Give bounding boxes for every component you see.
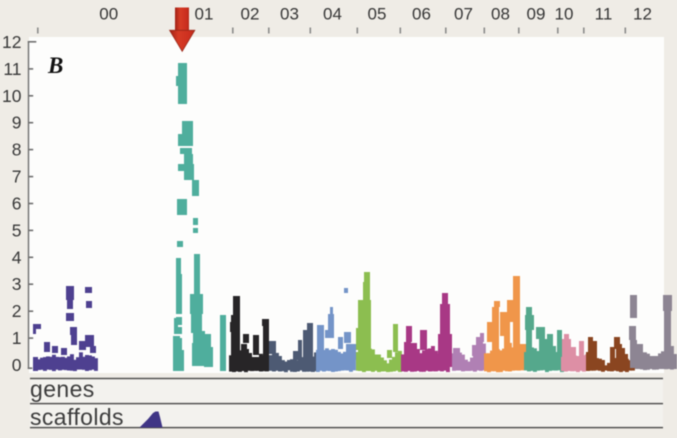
- svg-text:09: 09: [527, 5, 546, 24]
- svg-text:11: 11: [3, 59, 21, 79]
- svg-text:02: 02: [241, 5, 260, 24]
- svg-text:10: 10: [555, 5, 574, 24]
- svg-text:04: 04: [323, 5, 342, 24]
- svg-text:06: 06: [412, 5, 431, 24]
- svg-text:8: 8: [12, 140, 22, 160]
- svg-text:4: 4: [12, 247, 22, 267]
- svg-text:08: 08: [491, 5, 510, 24]
- svg-text:7: 7: [12, 167, 22, 187]
- svg-text:9: 9: [12, 113, 22, 133]
- svg-text:11: 11: [595, 5, 613, 24]
- svg-text:10: 10: [2, 86, 22, 106]
- svg-text:1: 1: [12, 328, 22, 348]
- svg-text:05: 05: [368, 5, 387, 24]
- svg-text:00: 00: [99, 5, 118, 24]
- svg-text:2: 2: [12, 301, 22, 321]
- svg-text:01: 01: [195, 5, 214, 24]
- svg-text:6: 6: [12, 194, 22, 214]
- svg-text:12: 12: [633, 5, 652, 24]
- svg-text:03: 03: [280, 5, 299, 24]
- svg-text:07: 07: [454, 5, 473, 24]
- svg-text:genes: genes: [30, 376, 95, 402]
- svg-text:5: 5: [12, 220, 22, 240]
- svg-text:B: B: [47, 53, 63, 78]
- svg-text:scaffolds: scaffolds: [30, 404, 124, 430]
- svg-text:3: 3: [12, 274, 22, 294]
- svg-text:0: 0: [12, 355, 22, 375]
- svg-text:12: 12: [2, 32, 21, 52]
